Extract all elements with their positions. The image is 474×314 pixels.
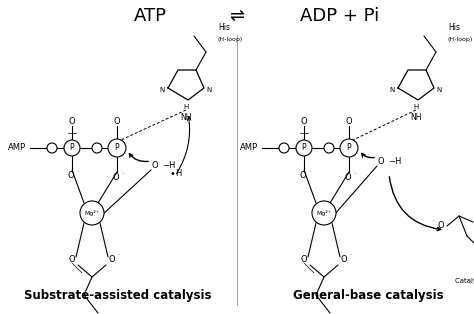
Circle shape bbox=[340, 139, 358, 157]
Text: ATP: ATP bbox=[134, 7, 166, 25]
Text: P: P bbox=[70, 143, 74, 153]
Text: ⁻: ⁻ bbox=[350, 253, 352, 258]
Text: −H: −H bbox=[162, 161, 176, 171]
Text: ⁻: ⁻ bbox=[122, 172, 124, 177]
Text: H: H bbox=[183, 104, 189, 110]
Text: O: O bbox=[69, 116, 75, 126]
Text: (H-loop): (H-loop) bbox=[448, 37, 473, 42]
Text: P: P bbox=[346, 143, 351, 153]
Text: ⁻: ⁻ bbox=[77, 171, 79, 176]
Text: Mg²⁺: Mg²⁺ bbox=[84, 210, 100, 216]
Circle shape bbox=[92, 143, 102, 153]
Text: ⇌: ⇌ bbox=[229, 7, 245, 25]
Text: H: H bbox=[175, 170, 181, 178]
Text: His: His bbox=[448, 24, 460, 33]
Text: O: O bbox=[69, 256, 75, 264]
Text: ⁻: ⁻ bbox=[432, 219, 434, 225]
Text: ⁻: ⁻ bbox=[118, 253, 120, 258]
Text: O: O bbox=[109, 256, 115, 264]
Text: O: O bbox=[301, 256, 307, 264]
Text: O: O bbox=[346, 116, 352, 126]
Text: ADP + Pi: ADP + Pi bbox=[301, 7, 380, 25]
Text: O: O bbox=[114, 116, 120, 126]
Text: N: N bbox=[160, 87, 165, 93]
Circle shape bbox=[108, 139, 126, 157]
Text: General-base catalysis: General-base catalysis bbox=[292, 289, 443, 301]
Text: −H: −H bbox=[388, 158, 401, 166]
Text: O: O bbox=[438, 221, 444, 230]
Text: Mg²⁺: Mg²⁺ bbox=[317, 210, 331, 216]
Text: (H-loop): (H-loop) bbox=[218, 37, 243, 42]
Circle shape bbox=[64, 140, 80, 156]
Text: Catalytic glutamate: Catalytic glutamate bbox=[455, 278, 474, 284]
Circle shape bbox=[47, 143, 57, 153]
Text: O: O bbox=[152, 161, 158, 171]
Circle shape bbox=[80, 201, 104, 225]
Text: N: N bbox=[390, 87, 395, 93]
Text: O: O bbox=[301, 116, 307, 126]
Text: NH: NH bbox=[410, 113, 422, 122]
Text: His: His bbox=[218, 24, 230, 33]
Text: N: N bbox=[206, 87, 211, 93]
Circle shape bbox=[324, 143, 334, 153]
Text: Substrate-assisted catalysis: Substrate-assisted catalysis bbox=[24, 289, 212, 301]
Text: ⁻: ⁻ bbox=[354, 172, 356, 177]
Text: P: P bbox=[301, 143, 306, 153]
Text: AMP: AMP bbox=[240, 143, 258, 153]
Circle shape bbox=[279, 143, 289, 153]
Circle shape bbox=[296, 140, 312, 156]
Text: O: O bbox=[300, 171, 306, 181]
Text: AMP: AMP bbox=[8, 143, 26, 153]
Text: •: • bbox=[169, 169, 175, 179]
Text: O: O bbox=[113, 174, 119, 182]
Text: O: O bbox=[345, 174, 351, 182]
Text: O: O bbox=[341, 256, 347, 264]
Text: H: H bbox=[413, 104, 419, 110]
Circle shape bbox=[312, 201, 336, 225]
Text: P: P bbox=[115, 143, 119, 153]
Text: N: N bbox=[436, 87, 441, 93]
Text: O: O bbox=[68, 171, 74, 181]
Text: ⁻: ⁻ bbox=[309, 171, 311, 176]
Text: O: O bbox=[378, 158, 384, 166]
Text: NH: NH bbox=[180, 113, 192, 122]
